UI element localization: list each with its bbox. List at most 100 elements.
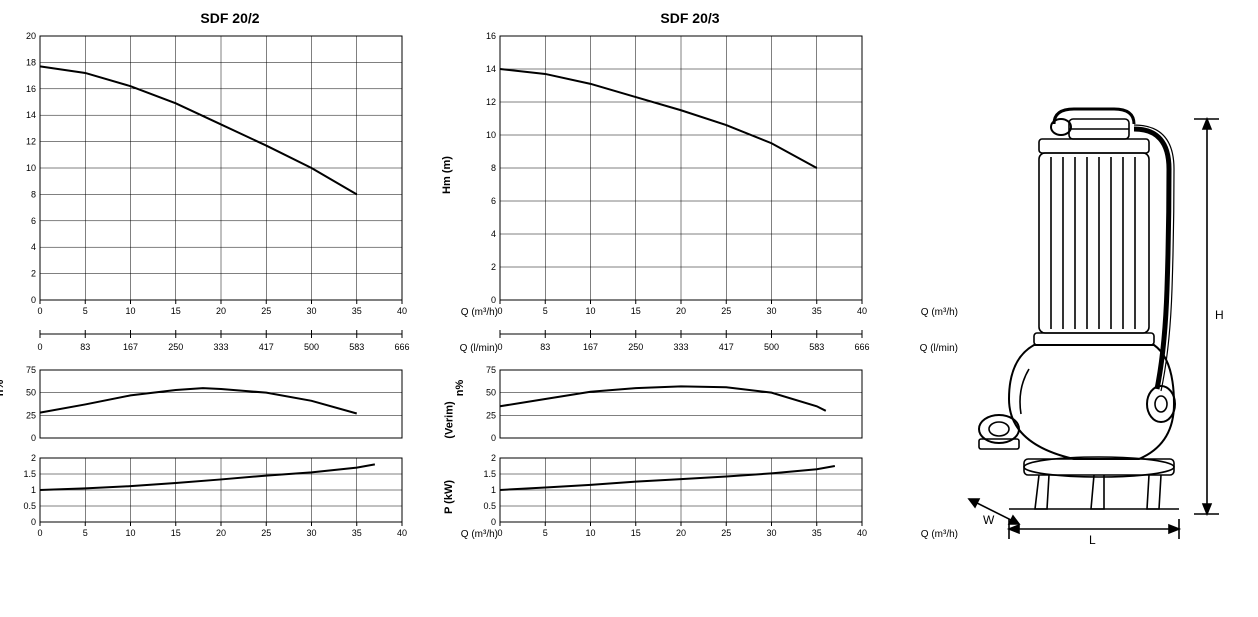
svg-text:0: 0 xyxy=(31,433,36,443)
svg-text:14: 14 xyxy=(486,64,496,74)
svg-text:500: 500 xyxy=(304,342,319,352)
secondary-x-axis: 0 83 167 250 333 417 500 583 666 xyxy=(10,328,410,356)
svg-text:5: 5 xyxy=(543,306,548,316)
svg-text:0: 0 xyxy=(37,306,42,316)
svg-text:0: 0 xyxy=(491,433,496,443)
svg-text:0: 0 xyxy=(497,342,502,352)
svg-text:30: 30 xyxy=(766,306,776,316)
svg-text:10: 10 xyxy=(125,306,135,316)
dimension-l-label: L xyxy=(1089,533,1096,547)
svg-text:20: 20 xyxy=(216,306,226,316)
svg-text:0: 0 xyxy=(491,517,496,527)
svg-text:0.5: 0.5 xyxy=(483,501,496,511)
svg-text:250: 250 xyxy=(628,342,643,352)
dimension-w-label: W xyxy=(983,513,995,527)
svg-text:25: 25 xyxy=(721,528,731,538)
power-ylabel: P (kW) xyxy=(443,480,455,514)
svg-text:5: 5 xyxy=(83,528,88,538)
svg-text:35: 35 xyxy=(352,528,362,538)
svg-text:0: 0 xyxy=(37,342,42,352)
svg-text:417: 417 xyxy=(719,342,734,352)
svg-text:40: 40 xyxy=(857,528,867,538)
svg-text:500: 500 xyxy=(764,342,779,352)
secondary-x-axis: 083167250333417500583666 xyxy=(470,328,870,356)
svg-text:35: 35 xyxy=(812,528,822,538)
svg-text:5: 5 xyxy=(83,306,88,316)
svg-text:2: 2 xyxy=(491,262,496,272)
chart: 024681012141618200510152025303540 xyxy=(10,30,410,320)
svg-text:75: 75 xyxy=(26,365,36,375)
svg-text:20: 20 xyxy=(216,528,226,538)
pump-drawing-panel: H L W xyxy=(930,10,1248,607)
svg-text:666: 666 xyxy=(854,342,869,352)
hm-xunit: Q (m³/h) xyxy=(921,307,958,318)
svg-text:1.5: 1.5 xyxy=(483,469,496,479)
dimension-h-label: H xyxy=(1215,308,1224,322)
svg-text:1: 1 xyxy=(491,485,496,495)
svg-text:18: 18 xyxy=(26,57,36,67)
svg-text:16: 16 xyxy=(486,31,496,41)
chart: 0255075 xyxy=(10,364,410,444)
svg-text:10: 10 xyxy=(486,130,496,140)
chart-column-1: SDF 20/202468101214161820051015202530354… xyxy=(10,10,450,607)
svg-text:83: 83 xyxy=(80,342,90,352)
svg-text:4: 4 xyxy=(491,229,496,239)
hm-chart: 024681012141618200510152025303540Hm (m)Q… xyxy=(10,30,450,320)
svg-text:50: 50 xyxy=(486,388,496,398)
svg-text:14: 14 xyxy=(26,110,36,120)
svg-text:25: 25 xyxy=(26,410,36,420)
svg-text:333: 333 xyxy=(213,342,228,352)
svg-text:25: 25 xyxy=(261,306,271,316)
svg-text:25: 25 xyxy=(261,528,271,538)
hm-chart: 02468101214160510152025303540Hm (m)Q (m³… xyxy=(470,30,910,320)
svg-text:8: 8 xyxy=(491,163,496,173)
svg-text:167: 167 xyxy=(583,342,598,352)
svg-text:0: 0 xyxy=(37,528,42,538)
svg-text:666: 666 xyxy=(394,342,409,352)
eff-ylabel-top: n% xyxy=(454,380,466,397)
svg-text:40: 40 xyxy=(397,306,407,316)
svg-text:12: 12 xyxy=(486,97,496,107)
secondary-xunit: Q (l/min) xyxy=(920,343,958,354)
svg-text:0: 0 xyxy=(497,306,502,316)
eff-ylabel-bottom: (Verim) xyxy=(443,401,455,438)
svg-text:20: 20 xyxy=(676,306,686,316)
chart: 00.511.520510152025303540 xyxy=(470,452,870,542)
power-chart: 00.511.520510152025303540P (kW)Q (m³/h) xyxy=(470,452,910,542)
eff-ylabel-top: n% xyxy=(0,380,6,397)
svg-text:0.5: 0.5 xyxy=(23,501,36,511)
svg-text:1.5: 1.5 xyxy=(23,469,36,479)
svg-text:0: 0 xyxy=(497,528,502,538)
chart: 00.511.520510152025303540 xyxy=(10,452,410,542)
svg-text:8: 8 xyxy=(31,189,36,199)
svg-text:40: 40 xyxy=(857,306,867,316)
svg-text:15: 15 xyxy=(631,306,641,316)
svg-text:75: 75 xyxy=(486,365,496,375)
power-chart: 00.511.520510152025303540P (kW)Q (m³/h) xyxy=(10,452,450,542)
svg-text:167: 167 xyxy=(123,342,138,352)
chart: 0 25 50 75 xyxy=(470,364,870,444)
chart-title: SDF 20/2 xyxy=(10,10,450,26)
svg-text:10: 10 xyxy=(585,306,595,316)
chart-column-2: SDF 20/302468101214160510152025303540Hm … xyxy=(470,10,910,607)
chart: 02468101214160510152025303540 xyxy=(470,30,870,320)
svg-text:2: 2 xyxy=(31,269,36,279)
svg-text:40: 40 xyxy=(397,528,407,538)
svg-text:15: 15 xyxy=(171,306,181,316)
hm-ylabel: Hm (m) xyxy=(441,156,453,194)
svg-text:6: 6 xyxy=(31,216,36,226)
svg-text:25: 25 xyxy=(721,306,731,316)
svg-text:583: 583 xyxy=(349,342,364,352)
svg-text:10: 10 xyxy=(585,528,595,538)
svg-text:2: 2 xyxy=(491,453,496,463)
svg-text:417: 417 xyxy=(259,342,274,352)
svg-text:35: 35 xyxy=(352,306,362,316)
svg-text:20: 20 xyxy=(676,528,686,538)
svg-text:250: 250 xyxy=(168,342,183,352)
svg-text:25: 25 xyxy=(486,410,496,420)
svg-text:30: 30 xyxy=(766,528,776,538)
svg-text:10: 10 xyxy=(125,528,135,538)
svg-text:0: 0 xyxy=(491,295,496,305)
svg-text:0: 0 xyxy=(31,517,36,527)
efficiency-chart: 0255075n%(Verim) xyxy=(10,364,450,444)
